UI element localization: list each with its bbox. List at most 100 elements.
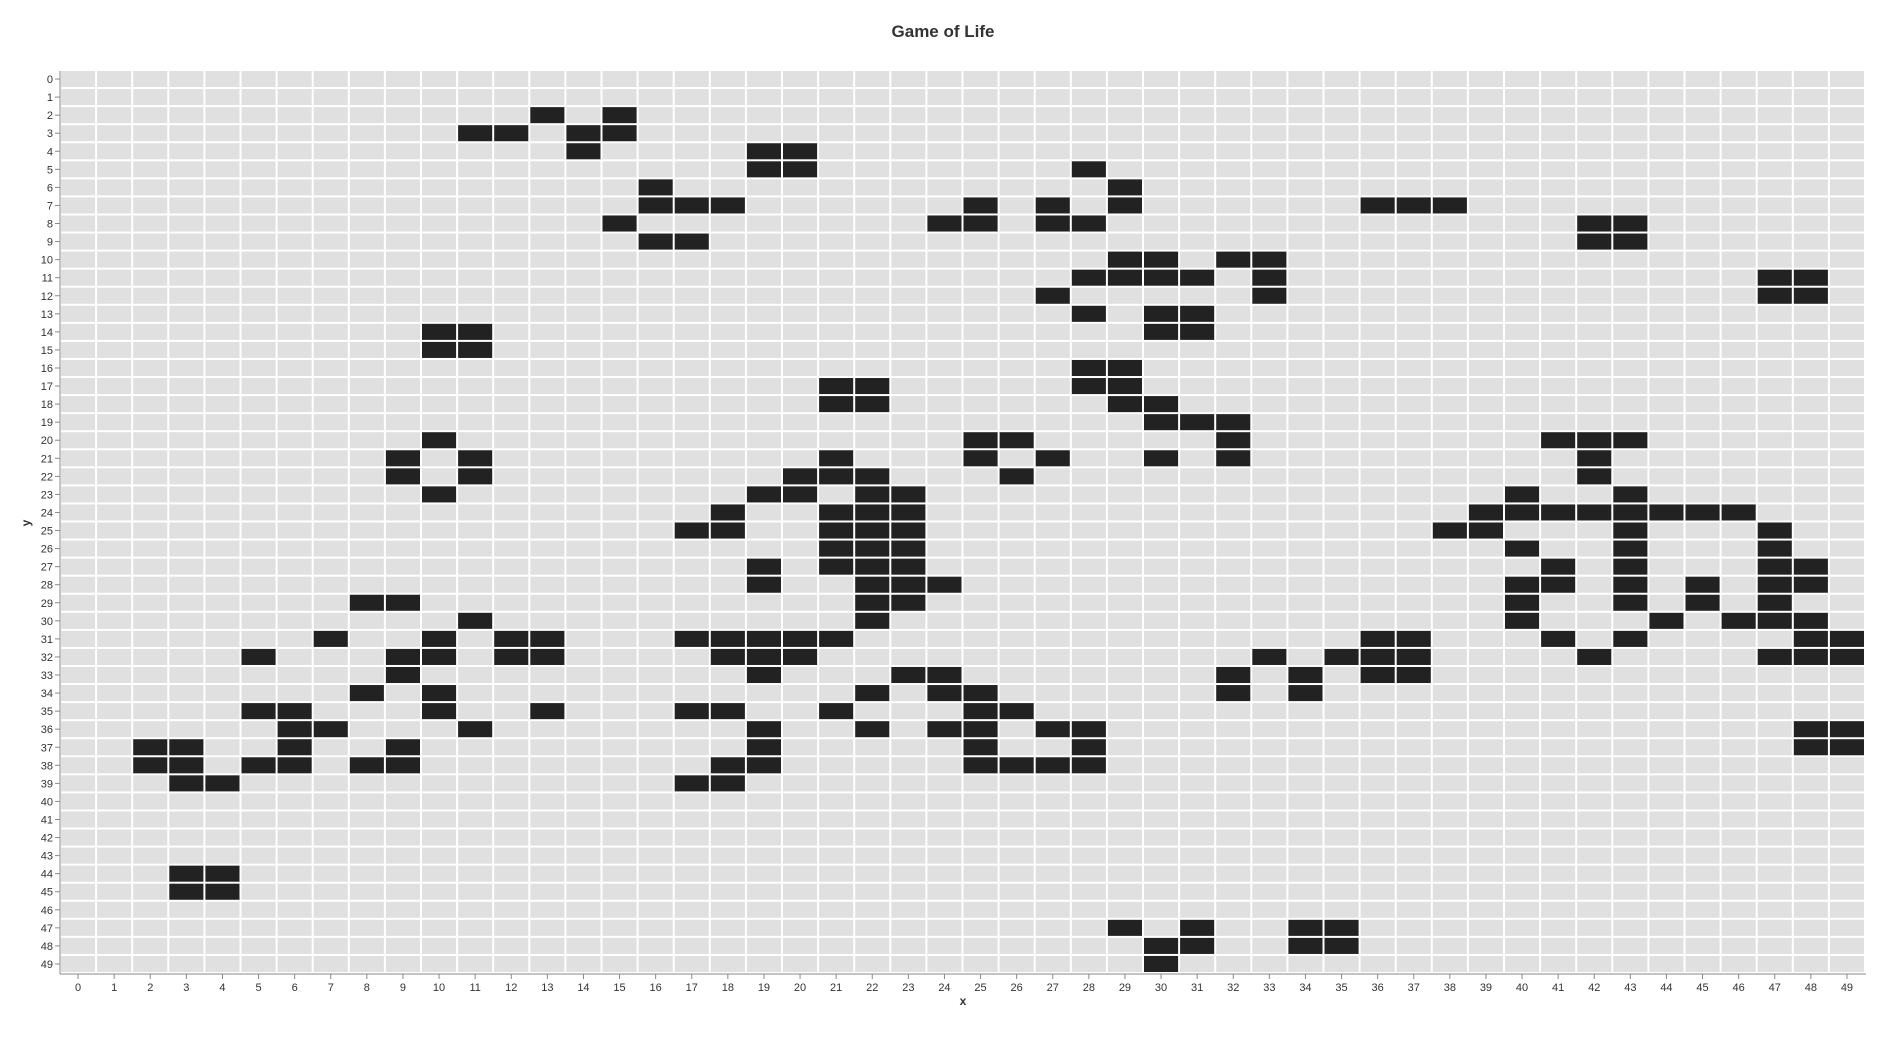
cell-6-5 bbox=[277, 161, 312, 178]
cell-14-7 bbox=[566, 197, 601, 214]
cell-9-36 bbox=[385, 721, 420, 738]
cell-28-31 bbox=[1071, 630, 1106, 647]
cell-25-17 bbox=[963, 378, 998, 395]
cell-29-33 bbox=[1107, 666, 1142, 684]
cell-14-19 bbox=[566, 414, 601, 431]
cell-32-30 bbox=[1216, 612, 1251, 629]
cell-28-21 bbox=[1071, 450, 1106, 467]
cell-25-37 bbox=[963, 739, 998, 756]
y-tick-label: 41 bbox=[41, 814, 53, 826]
cell-45-5 bbox=[1685, 161, 1720, 178]
cell-43-4 bbox=[1613, 143, 1648, 160]
cell-43-47 bbox=[1613, 919, 1648, 936]
cell-41-45 bbox=[1541, 883, 1576, 900]
cell-12-45 bbox=[494, 883, 529, 900]
cell-12-40 bbox=[494, 793, 529, 810]
cell-35-20 bbox=[1324, 432, 1359, 449]
cell-43-37 bbox=[1613, 739, 1648, 756]
cell-13-19 bbox=[530, 414, 565, 431]
cell-33-18 bbox=[1252, 396, 1287, 413]
cell-38-49 bbox=[1432, 955, 1467, 972]
cell-34-18 bbox=[1288, 396, 1323, 413]
cell-25-46 bbox=[963, 901, 998, 918]
cell-24-2 bbox=[927, 107, 962, 124]
cell-27-2 bbox=[1035, 107, 1070, 124]
cell-11-19 bbox=[458, 414, 493, 431]
cell-24-32 bbox=[927, 648, 962, 665]
cell-5-20 bbox=[241, 432, 276, 449]
cell-41-32 bbox=[1541, 648, 1576, 665]
cell-26-35 bbox=[999, 703, 1034, 720]
y-axis-title: y bbox=[19, 519, 33, 526]
cell-20-2 bbox=[783, 107, 818, 124]
cell-41-30 bbox=[1541, 612, 1576, 629]
y-tick-label: 37 bbox=[41, 742, 53, 754]
cell-43-2 bbox=[1613, 107, 1648, 124]
cell-48-47 bbox=[1793, 919, 1828, 936]
cell-26-1 bbox=[999, 89, 1034, 106]
cell-8-23 bbox=[349, 486, 384, 503]
cell-32-13 bbox=[1216, 305, 1251, 322]
cell-23-11 bbox=[891, 269, 926, 286]
cell-31-18 bbox=[1180, 396, 1215, 413]
cell-19-1 bbox=[746, 89, 781, 106]
cell-30-39 bbox=[1144, 775, 1179, 792]
cell-5-1 bbox=[241, 89, 276, 106]
cell-2-40 bbox=[133, 793, 168, 810]
cell-28-47 bbox=[1071, 919, 1106, 936]
cell-39-41 bbox=[1468, 811, 1503, 828]
x-tick-label: 13 bbox=[541, 982, 553, 994]
cell-48-45 bbox=[1793, 883, 1828, 900]
cell-11-23 bbox=[458, 486, 493, 503]
cell-4-10 bbox=[205, 251, 240, 268]
cell-6-45 bbox=[277, 883, 312, 900]
cell-5-31 bbox=[241, 630, 276, 647]
cell-12-3 bbox=[494, 125, 529, 142]
cell-15-23 bbox=[602, 486, 637, 503]
cell-47-27 bbox=[1757, 558, 1792, 575]
cell-16-42 bbox=[638, 829, 673, 846]
cell-28-6 bbox=[1071, 179, 1106, 196]
cell-43-15 bbox=[1613, 341, 1648, 358]
cell-4-0 bbox=[205, 71, 240, 88]
cell-14-28 bbox=[566, 576, 601, 593]
cell-45-45 bbox=[1685, 883, 1720, 900]
cell-14-39 bbox=[566, 775, 601, 792]
cell-48-19 bbox=[1793, 414, 1828, 431]
cell-33-21 bbox=[1252, 450, 1287, 467]
cell-41-39 bbox=[1541, 775, 1576, 792]
cell-46-24 bbox=[1721, 504, 1756, 521]
cell-0-47 bbox=[61, 919, 96, 936]
cell-26-20 bbox=[999, 432, 1034, 449]
cell-16-14 bbox=[638, 323, 673, 340]
cell-31-6 bbox=[1180, 179, 1215, 196]
cell-10-23 bbox=[422, 486, 457, 503]
cell-47-4 bbox=[1757, 143, 1792, 160]
cell-37-30 bbox=[1396, 612, 1431, 629]
cell-49-47 bbox=[1829, 919, 1864, 936]
cell-45-41 bbox=[1685, 811, 1720, 828]
cell-35-9 bbox=[1324, 233, 1359, 250]
cell-25-22 bbox=[963, 468, 998, 485]
cell-29-12 bbox=[1107, 287, 1142, 304]
cell-1-48 bbox=[97, 937, 132, 954]
cell-33-16 bbox=[1252, 359, 1287, 377]
cell-2-30 bbox=[133, 612, 168, 629]
cell-19-38 bbox=[746, 757, 781, 774]
cell-31-28 bbox=[1180, 576, 1215, 593]
cell-47-47 bbox=[1757, 919, 1792, 936]
cell-42-45 bbox=[1577, 883, 1612, 900]
cell-4-29 bbox=[205, 594, 240, 611]
cell-5-42 bbox=[241, 829, 276, 846]
cell-44-5 bbox=[1649, 161, 1684, 178]
cell-27-14 bbox=[1035, 323, 1070, 340]
cell-37-23 bbox=[1396, 486, 1431, 503]
cell-47-41 bbox=[1757, 811, 1792, 828]
cell-45-34 bbox=[1685, 685, 1720, 702]
cell-49-40 bbox=[1829, 793, 1864, 810]
cell-27-32 bbox=[1035, 648, 1070, 665]
cell-32-6 bbox=[1216, 179, 1251, 196]
cell-42-22 bbox=[1577, 468, 1612, 485]
cell-16-15 bbox=[638, 341, 673, 358]
cell-11-1 bbox=[458, 89, 493, 106]
